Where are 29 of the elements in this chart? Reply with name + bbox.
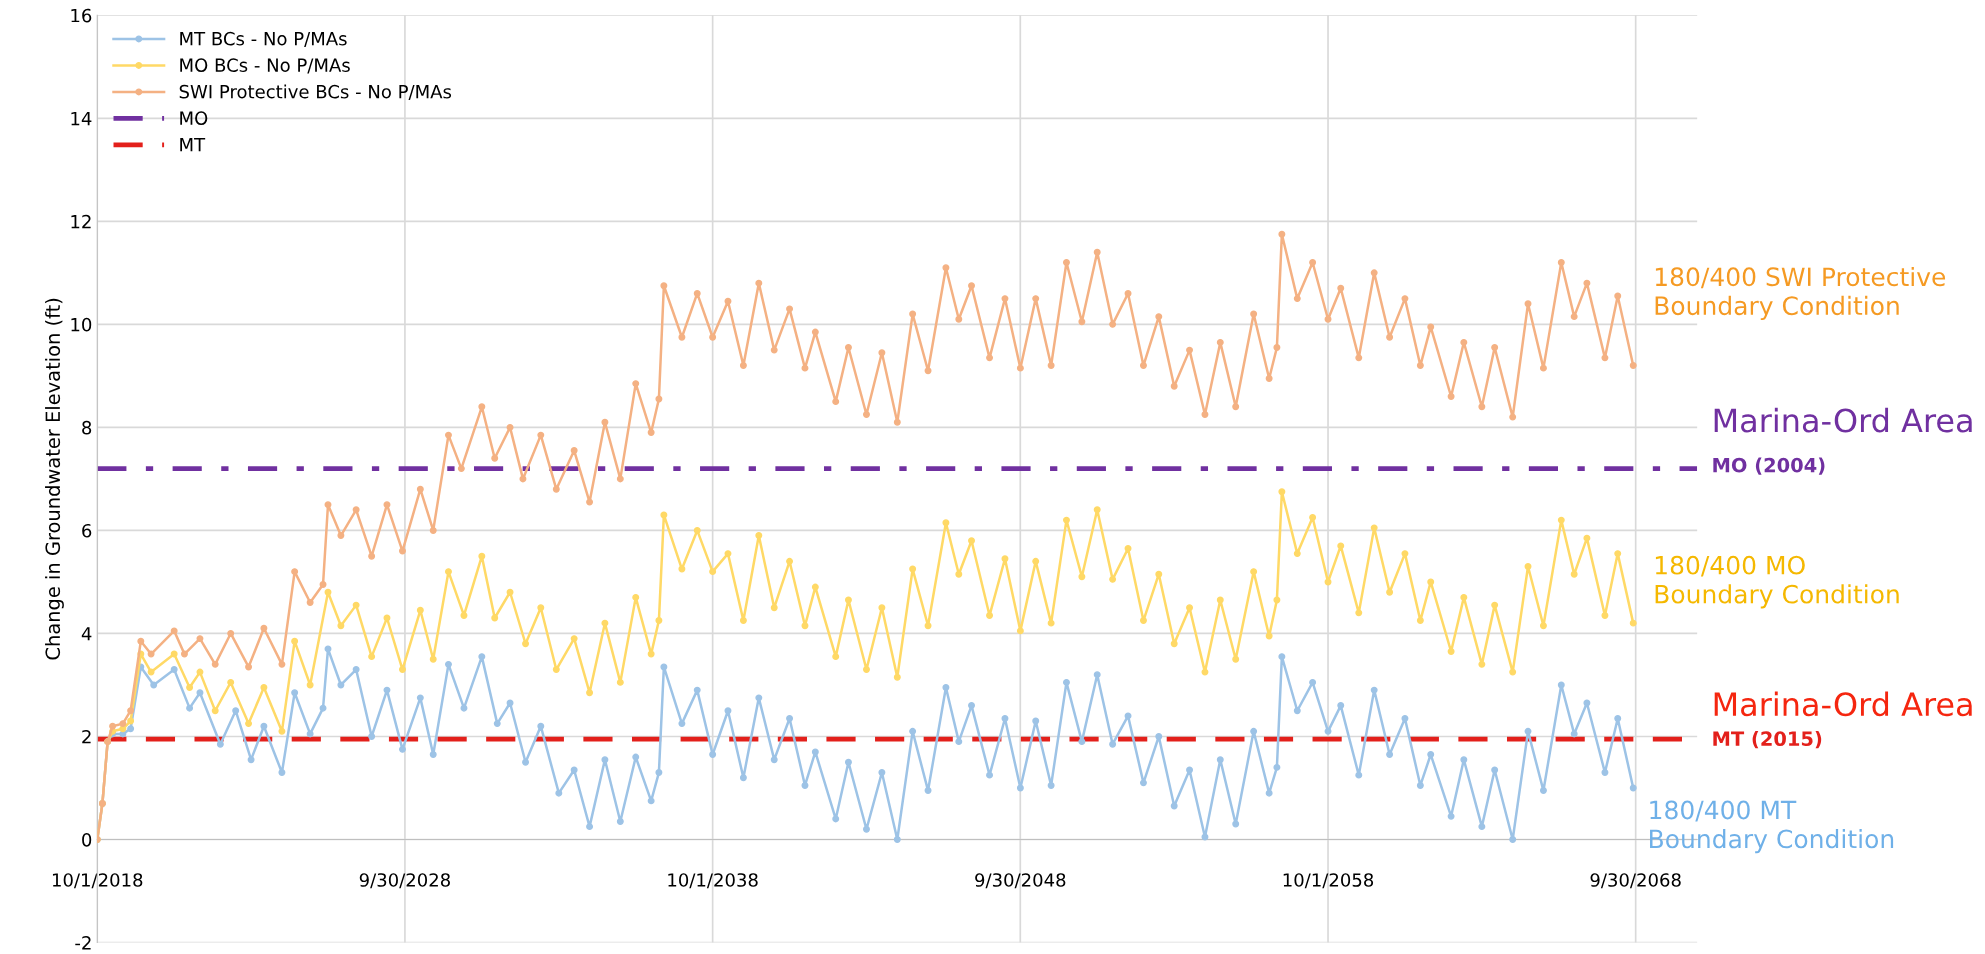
y-tick-label: 8: [82, 420, 92, 435]
annotation: 180/400 MO Boundary Condition: [1655, 555, 1899, 609]
y-tick-label: 4: [81, 627, 92, 641]
x-tick-label: 9/30/2028: [359, 873, 450, 889]
x-tick-label: 10/1/2058: [1283, 873, 1374, 889]
y-tick-label: 0: [82, 832, 92, 847]
y-tick-label: 2: [82, 729, 91, 744]
y-axis-title: Change in Groundwater Elevation (ft): [45, 298, 64, 660]
y-tick-label: 10: [71, 317, 92, 332]
legend-label: MT: [180, 138, 206, 152]
y-tick-label: 14: [71, 111, 92, 126]
text: Marina-Ord Area: [1714, 691, 1972, 717]
text: Marina-Ord Area: [1714, 407, 1972, 433]
legend-label: MO BCs - No P/MAs: [180, 58, 350, 74]
x-tick-label: 9/30/2068: [1590, 873, 1681, 889]
legend-label: SWI Protective BCs - No P/MAs: [179, 84, 452, 100]
annotation: 180/400 MT Boundary Condition: [1650, 800, 1894, 854]
x-tick-label: 10/1/2018: [52, 873, 143, 889]
x-tick-label: 10/1/2038: [668, 873, 758, 889]
annotation: 180/400 SWI Protective Boundary Condition: [1655, 266, 1946, 321]
y-tick-label: 16: [71, 8, 92, 23]
x-tick-label: 9/30/2048: [975, 873, 1066, 889]
y-tick-label: -2: [75, 936, 91, 950]
text: MO (2004): [1713, 457, 1825, 475]
y-tick-label: 12: [71, 214, 91, 229]
legend-label: MT BCs - No P/MAs: [180, 31, 347, 47]
legend-label: MO: [180, 111, 208, 125]
text: MT (2015): [1713, 731, 1822, 749]
y-tick-label: 6: [82, 523, 92, 538]
